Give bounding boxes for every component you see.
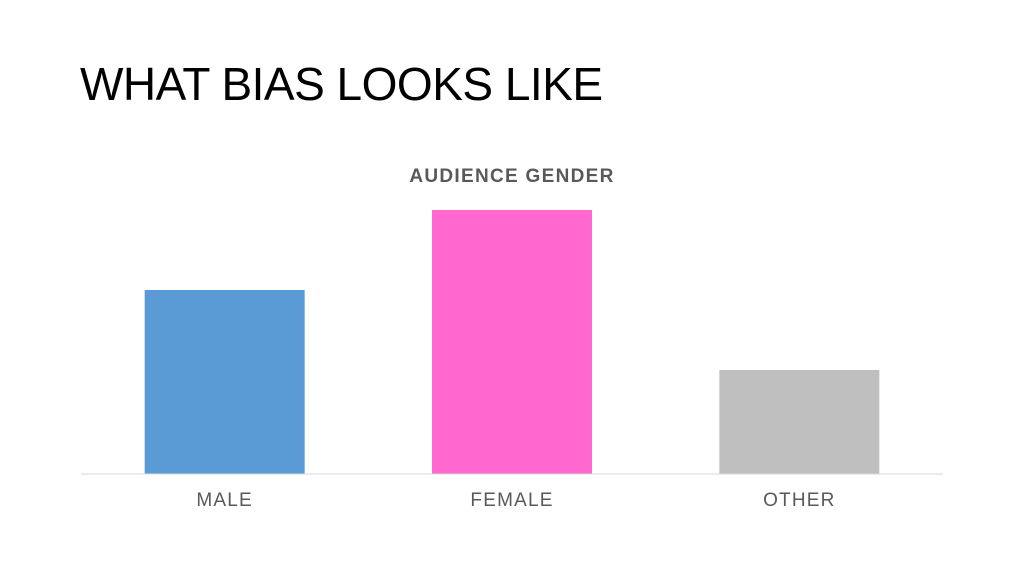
x-tick-label-female: FEMALE <box>470 490 553 511</box>
x-tick-label-male: MALE <box>196 490 253 511</box>
bar-male <box>144 290 305 474</box>
bar-other <box>719 370 880 474</box>
bars-layer <box>144 210 880 474</box>
x-tick-label-other: OTHER <box>763 490 836 511</box>
slide-title: WHAT BIAS LOOKS LIKE <box>80 58 603 110</box>
chart-title: AUDIENCE GENDER <box>409 166 614 187</box>
x-tick-labels: MALE FEMALE OTHER <box>196 490 836 511</box>
bar-female <box>432 210 592 474</box>
